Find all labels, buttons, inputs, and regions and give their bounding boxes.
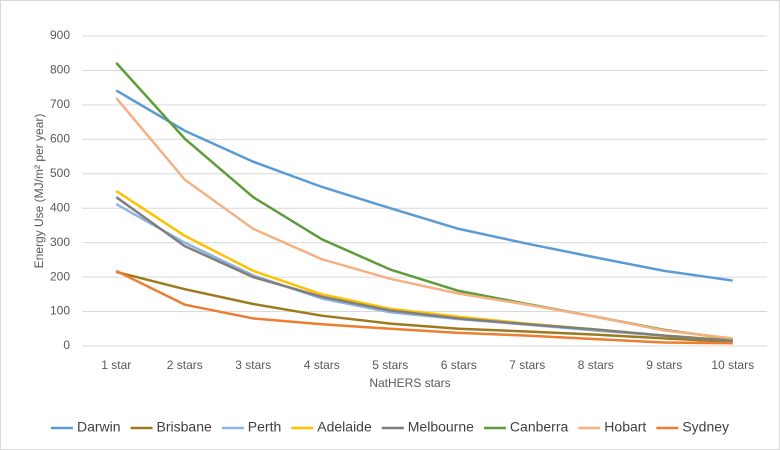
x-tick-label: 7 stars	[509, 358, 545, 372]
series-line	[115, 89, 733, 282]
legend-label: Sydney	[682, 419, 729, 435]
x-tick-label: 3 stars	[235, 358, 271, 372]
series-line	[115, 270, 733, 344]
x-tick-label: 8 stars	[578, 358, 614, 372]
legend-label: Melbourne	[408, 419, 474, 435]
y-tick-label: 200	[50, 269, 70, 283]
y-tick-label: 800	[50, 63, 70, 77]
legend-label: Darwin	[77, 419, 121, 435]
x-tick-label: 10 stars	[711, 358, 754, 372]
y-tick-label: 400	[50, 200, 70, 214]
y-tick-label: 300	[50, 235, 70, 249]
x-axis-title: NatHERS stars	[369, 376, 450, 390]
legend-label: Perth	[248, 419, 281, 435]
x-tick-label: 4 stars	[304, 358, 340, 372]
x-tick-label: 1 star	[101, 358, 131, 372]
legend-label: Canberra	[510, 419, 569, 435]
series-line	[115, 97, 733, 340]
y-axis-title: Energy Use (MJ/m² per year)	[32, 114, 46, 269]
y-tick-label: 0	[63, 338, 70, 352]
series-line	[115, 196, 733, 343]
legend-label: Hobart	[604, 419, 646, 435]
y-tick-label: 500	[50, 166, 70, 180]
legend-label: Brisbane	[157, 419, 212, 435]
series-line	[115, 269, 733, 345]
x-tick-label: 5 stars	[372, 358, 408, 372]
y-tick-label: 100	[50, 304, 70, 318]
y-tick-label: 900	[50, 28, 70, 42]
x-tick-label: 2 stars	[167, 358, 203, 372]
y-tick-label: 600	[50, 132, 70, 146]
legend-label: Adelaide	[317, 419, 372, 435]
y-tick-label: 700	[50, 97, 70, 111]
x-tick-label: 6 stars	[441, 358, 477, 372]
x-tick-label: 9 stars	[646, 358, 682, 372]
